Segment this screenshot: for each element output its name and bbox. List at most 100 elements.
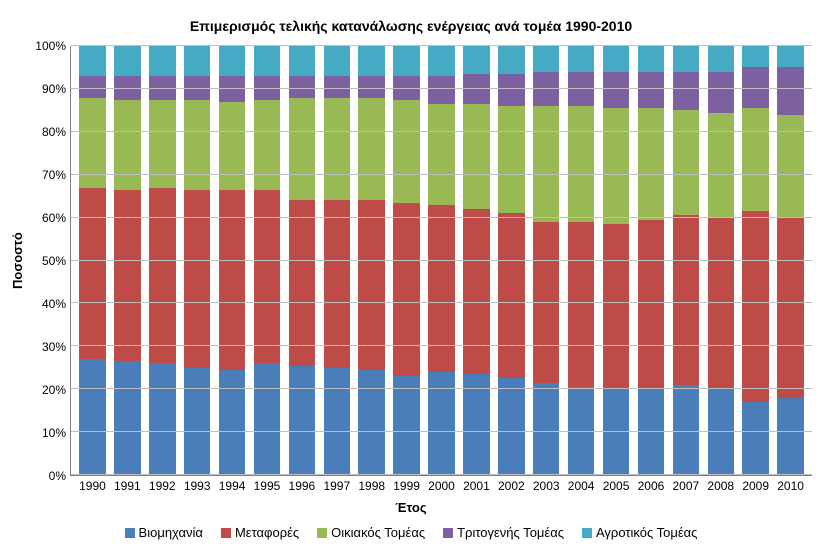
stacked-bar bbox=[463, 46, 490, 475]
bar-segment-3 bbox=[358, 76, 385, 97]
bar-segment-0 bbox=[219, 370, 246, 475]
chart-title: Επιμερισμός τελικής κατανάλωσης ενέργεια… bbox=[10, 18, 812, 34]
legend-item: Τριτογενής Τομέας bbox=[443, 525, 564, 540]
bar-slot: 1990 bbox=[75, 46, 110, 475]
legend-label: Μεταφορές bbox=[235, 525, 299, 540]
y-tick-label: 90% bbox=[42, 82, 66, 96]
legend-swatch bbox=[221, 528, 231, 538]
bar-segment-2 bbox=[254, 100, 281, 190]
stacked-bar bbox=[708, 46, 735, 475]
x-axis-label: Έτος bbox=[10, 500, 812, 515]
x-tick-label: 1997 bbox=[323, 479, 350, 493]
grid-line bbox=[71, 474, 812, 475]
grid-line bbox=[71, 45, 812, 46]
bar-segment-1 bbox=[324, 200, 351, 367]
bar-segment-4 bbox=[393, 46, 420, 76]
x-tick-label: 1991 bbox=[114, 479, 141, 493]
bar-slot: 2007 bbox=[668, 46, 703, 475]
bar-segment-1 bbox=[742, 211, 769, 402]
bar-segment-0 bbox=[393, 376, 420, 475]
bar-segment-0 bbox=[498, 378, 525, 475]
bar-segment-2 bbox=[324, 98, 351, 201]
bar-segment-4 bbox=[742, 46, 769, 67]
grid-line bbox=[71, 88, 812, 89]
bar-segment-4 bbox=[428, 46, 455, 76]
bar-segment-0 bbox=[358, 370, 385, 475]
stacked-bar bbox=[79, 46, 106, 475]
stacked-bar bbox=[673, 46, 700, 475]
x-tick-label: 2001 bbox=[463, 479, 490, 493]
bar-slot: 2003 bbox=[529, 46, 564, 475]
grid-line bbox=[71, 260, 812, 261]
bar-slot: 1995 bbox=[250, 46, 285, 475]
bar-segment-4 bbox=[777, 46, 804, 67]
grid-line bbox=[71, 131, 812, 132]
stacked-bar bbox=[638, 46, 665, 475]
stacked-bar bbox=[603, 46, 630, 475]
bar-segment-1 bbox=[114, 190, 141, 362]
stacked-bar bbox=[219, 46, 246, 475]
legend-item: Μεταφορές bbox=[221, 525, 299, 540]
x-tick-label: 1993 bbox=[184, 479, 211, 493]
legend-label: Τριτογενής Τομέας bbox=[457, 525, 564, 540]
bar-segment-2 bbox=[463, 104, 490, 209]
x-tick-label: 2005 bbox=[603, 479, 630, 493]
bar-segment-3 bbox=[708, 72, 735, 113]
bar-slot: 2010 bbox=[773, 46, 808, 475]
bar-segment-0 bbox=[114, 361, 141, 475]
bar-segment-4 bbox=[568, 46, 595, 72]
bar-segment-3 bbox=[428, 76, 455, 104]
bar-slot: 1997 bbox=[319, 46, 354, 475]
bar-segment-4 bbox=[254, 46, 281, 76]
bar-slot: 1996 bbox=[284, 46, 319, 475]
grid-line bbox=[71, 431, 812, 432]
bar-segment-0 bbox=[254, 363, 281, 475]
bar-slot: 1992 bbox=[145, 46, 180, 475]
x-tick-label: 2010 bbox=[777, 479, 804, 493]
legend-label: Βιομηχανία bbox=[139, 525, 203, 540]
x-tick-label: 2003 bbox=[533, 479, 560, 493]
bar-segment-2 bbox=[638, 108, 665, 220]
bar-segment-0 bbox=[149, 363, 176, 475]
bar-segment-0 bbox=[533, 383, 560, 475]
bar-segment-1 bbox=[149, 188, 176, 364]
bar-segment-3 bbox=[289, 76, 316, 97]
bars-container: 1990199119921993199419951996199719981999… bbox=[71, 46, 812, 475]
x-tick-label: 2006 bbox=[638, 479, 665, 493]
stacked-bar bbox=[742, 46, 769, 475]
x-tick-label: 2000 bbox=[428, 479, 455, 493]
bar-segment-4 bbox=[638, 46, 665, 72]
y-axis-label: Ποσοστό bbox=[10, 46, 30, 476]
bar-segment-0 bbox=[324, 368, 351, 475]
bar-slot: 2002 bbox=[494, 46, 529, 475]
bar-slot: 2004 bbox=[564, 46, 599, 475]
grid-line bbox=[71, 345, 812, 346]
x-tick-label: 2004 bbox=[568, 479, 595, 493]
bar-segment-1 bbox=[673, 215, 700, 384]
stacked-bar bbox=[498, 46, 525, 475]
plot-row: Ποσοστό 0%10%20%30%40%50%60%70%80%90%100… bbox=[10, 46, 812, 476]
legend: ΒιομηχανίαΜεταφορέςΟικιακός ΤομέαςΤριτογ… bbox=[10, 525, 812, 540]
bar-segment-4 bbox=[498, 46, 525, 74]
bar-segment-2 bbox=[568, 106, 595, 222]
bar-slot: 1999 bbox=[389, 46, 424, 475]
bar-segment-2 bbox=[742, 108, 769, 211]
y-tick-label: 50% bbox=[42, 254, 66, 268]
x-tick-label: 1994 bbox=[219, 479, 246, 493]
bar-segment-2 bbox=[428, 104, 455, 205]
bar-segment-2 bbox=[393, 100, 420, 203]
bar-slot: 2006 bbox=[634, 46, 669, 475]
stacked-bar bbox=[254, 46, 281, 475]
bar-segment-1 bbox=[289, 200, 316, 365]
bar-slot: 1993 bbox=[180, 46, 215, 475]
bar-segment-2 bbox=[184, 100, 211, 190]
y-axis: 0%10%20%30%40%50%60%70%80%90%100% bbox=[30, 46, 70, 476]
bar-slot: 2009 bbox=[738, 46, 773, 475]
bar-segment-1 bbox=[463, 209, 490, 374]
bar-segment-1 bbox=[79, 188, 106, 360]
bar-segment-4 bbox=[358, 46, 385, 76]
grid-line bbox=[71, 217, 812, 218]
bar-segment-4 bbox=[114, 46, 141, 76]
stacked-bar bbox=[149, 46, 176, 475]
x-tick-label: 1999 bbox=[393, 479, 420, 493]
